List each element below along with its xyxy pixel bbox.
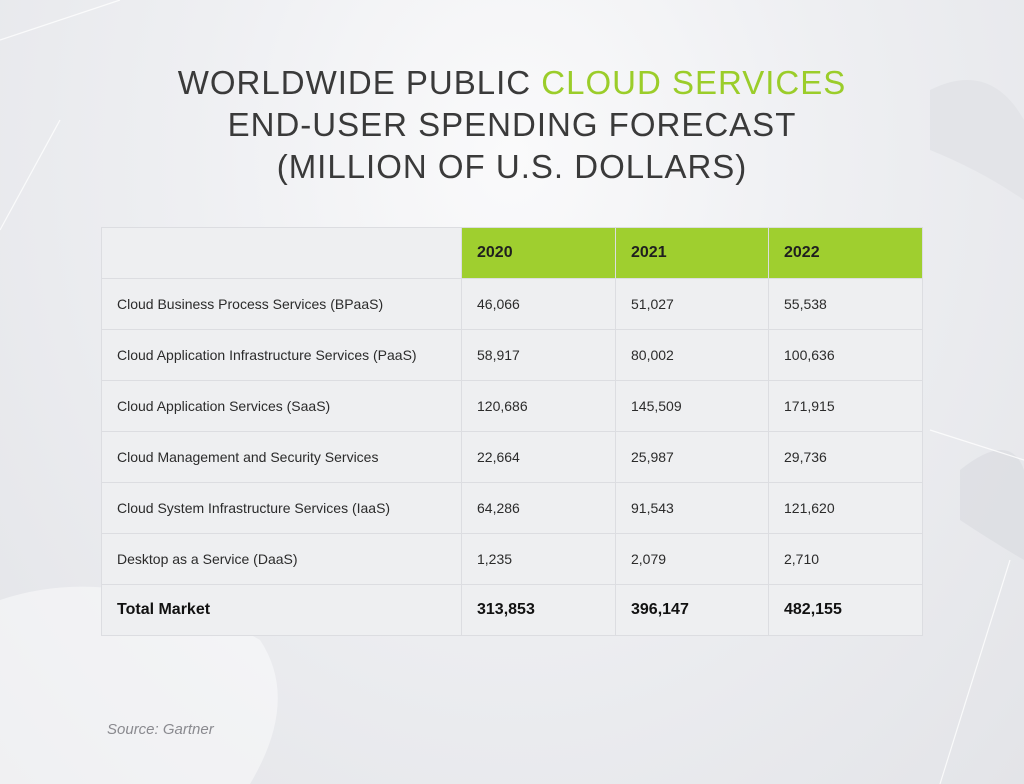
title-line-1: WORLDWIDE PUBLIC CLOUD SERVICES bbox=[0, 62, 1024, 104]
table-row: Cloud System Infrastructure Services (Ia… bbox=[101, 482, 923, 534]
table-header-row: 2020 2021 2022 bbox=[101, 227, 923, 279]
value-cell: 46,066 bbox=[461, 278, 616, 330]
row-label: Cloud Management and Security Services bbox=[101, 431, 462, 483]
total-value-cell: 396,147 bbox=[615, 584, 769, 636]
chart-title: WORLDWIDE PUBLIC CLOUD SERVICES END-USER… bbox=[0, 62, 1024, 188]
value-cell: 25,987 bbox=[615, 431, 769, 483]
total-value-cell: 482,155 bbox=[768, 584, 923, 636]
row-label: Cloud System Infrastructure Services (Ia… bbox=[101, 482, 462, 534]
row-label: Desktop as a Service (DaaS) bbox=[101, 533, 462, 585]
value-cell: 22,664 bbox=[461, 431, 616, 483]
total-value-cell: 313,853 bbox=[461, 584, 616, 636]
title-line-3: (MILLION OF U.S. DOLLARS) bbox=[276, 148, 748, 185]
title-line-2: END-USER SPENDING FORECAST bbox=[227, 106, 797, 143]
table-row: Cloud Business Process Services (BPaaS) 4… bbox=[101, 278, 923, 330]
header-cell-empty bbox=[101, 227, 462, 279]
value-cell: 121,620 bbox=[768, 482, 923, 534]
row-label: Cloud Application Infrastructure Service… bbox=[101, 329, 462, 381]
value-cell: 91,543 bbox=[615, 482, 769, 534]
value-cell: 64,286 bbox=[461, 482, 616, 534]
title-line-1-accent: CLOUD SERVICES bbox=[541, 64, 847, 101]
forecast-table: 2020 2021 2022 Cloud Business Process Se… bbox=[101, 227, 923, 636]
value-cell: 58,917 bbox=[461, 329, 616, 381]
header-cell-year: 2022 bbox=[768, 227, 923, 279]
row-label: Cloud Business Process Services (BPaaS) bbox=[101, 278, 462, 330]
table-row: Desktop as a Service (DaaS) 1,235 2,079 2,7… bbox=[101, 533, 923, 585]
header-cell-year: 2020 bbox=[461, 227, 616, 279]
header-cell-year: 2021 bbox=[615, 227, 769, 279]
value-cell: 1,235 bbox=[461, 533, 616, 585]
total-row: Total Market 313,853 396,147 482,155 bbox=[101, 584, 923, 636]
value-cell: 100,636 bbox=[768, 329, 923, 381]
value-cell: 120,686 bbox=[461, 380, 616, 432]
value-cell: 145,509 bbox=[615, 380, 769, 432]
value-cell: 29,736 bbox=[768, 431, 923, 483]
table-body: Cloud Business Process Services (BPaaS) 4… bbox=[101, 278, 923, 636]
source-note: Source: Gartner bbox=[107, 721, 214, 738]
total-label: Total Market bbox=[101, 584, 462, 636]
value-cell: 2,710 bbox=[768, 533, 923, 585]
table-row: Cloud Management and Security Services 22… bbox=[101, 431, 923, 483]
value-cell: 51,027 bbox=[615, 278, 769, 330]
value-cell: 55,538 bbox=[768, 278, 923, 330]
value-cell: 2,079 bbox=[615, 533, 769, 585]
value-cell: 80,002 bbox=[615, 329, 769, 381]
title-line-1-prefix: WORLDWIDE PUBLIC bbox=[177, 64, 542, 101]
value-cell: 171,915 bbox=[768, 380, 923, 432]
table-row: Cloud Application Services (SaaS) 120,686… bbox=[101, 380, 923, 432]
table-row: Cloud Application Infrastructure Service… bbox=[101, 329, 923, 381]
row-label: Cloud Application Services (SaaS) bbox=[101, 380, 462, 432]
